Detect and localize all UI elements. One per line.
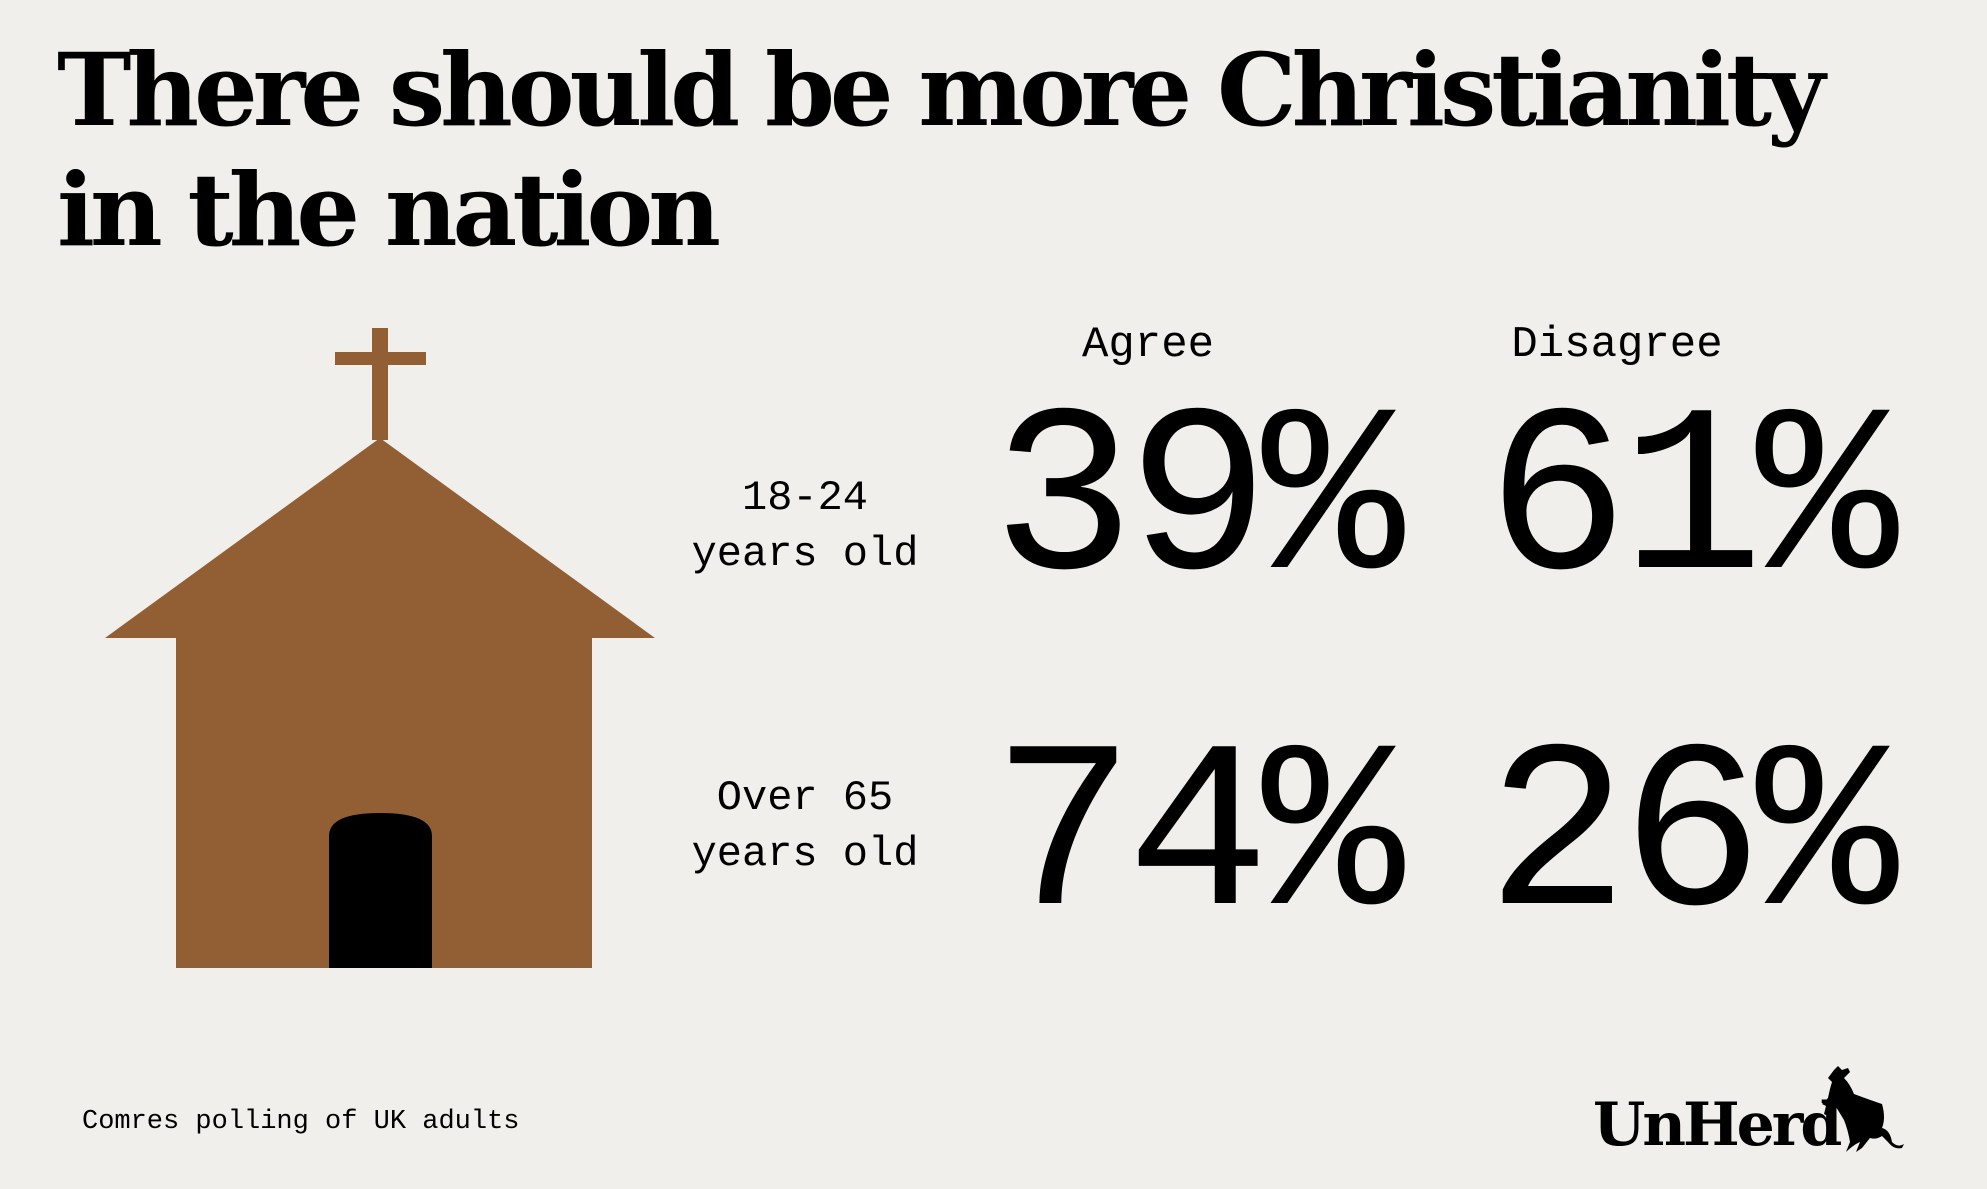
church-icon: [105, 328, 655, 968]
cross-vertical: [372, 328, 388, 440]
value-18-24-disagree: 61%: [1486, 370, 1898, 639]
row-label-over-65: Over 65 years old: [691, 774, 919, 878]
church-door: [329, 813, 432, 968]
cow-icon: [1822, 1066, 1904, 1152]
page-title: There should be more Christianity in the…: [57, 31, 1825, 269]
value-18-24-agree: 39%: [992, 370, 1404, 639]
column-header-agree: Agree: [1081, 320, 1215, 370]
column-header-disagree: Disagree: [1511, 320, 1723, 370]
church-body: [105, 438, 655, 968]
row-label-18-24: 18-24 years old: [691, 474, 919, 578]
value-over-65-disagree: 26%: [1486, 706, 1898, 975]
value-over-65-agree: 74%: [992, 706, 1404, 975]
cross-horizontal: [335, 352, 426, 365]
footnote: Comres polling of UK adults: [82, 1107, 520, 1137]
unherd-logo: UnHerd: [1593, 1090, 1842, 1160]
